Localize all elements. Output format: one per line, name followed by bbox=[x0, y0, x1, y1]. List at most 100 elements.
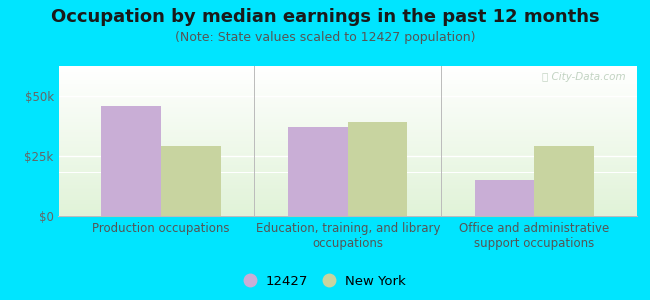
Bar bbox=[58, 200, 637, 201]
Bar bbox=[58, 98, 637, 99]
Bar bbox=[58, 111, 637, 112]
Bar bbox=[58, 196, 637, 198]
Bar bbox=[474, 180, 534, 216]
Bar bbox=[58, 204, 637, 206]
Bar bbox=[58, 201, 637, 202]
Bar bbox=[58, 72, 637, 74]
Bar bbox=[58, 120, 637, 122]
Bar bbox=[58, 92, 637, 93]
Bar bbox=[58, 183, 637, 184]
Bar bbox=[58, 126, 637, 128]
Text: (Note: State values scaled to 12427 population): (Note: State values scaled to 12427 popu… bbox=[175, 32, 475, 44]
Bar bbox=[58, 112, 637, 114]
Bar bbox=[58, 81, 637, 82]
Bar bbox=[534, 146, 594, 216]
Bar bbox=[58, 148, 637, 150]
Bar bbox=[348, 122, 408, 216]
Bar bbox=[58, 138, 637, 140]
Bar bbox=[58, 192, 637, 194]
Bar bbox=[58, 78, 637, 80]
Bar bbox=[58, 76, 637, 78]
Bar bbox=[58, 159, 637, 160]
Bar bbox=[58, 144, 637, 146]
Bar bbox=[58, 142, 637, 144]
Bar bbox=[101, 106, 161, 216]
Bar bbox=[58, 202, 637, 204]
Bar bbox=[58, 169, 637, 171]
Bar bbox=[58, 214, 637, 216]
Text: Ⓡ City-Data.com: Ⓡ City-Data.com bbox=[542, 72, 625, 82]
Bar bbox=[58, 160, 637, 162]
Bar bbox=[58, 178, 637, 180]
Bar bbox=[58, 168, 637, 170]
Bar bbox=[58, 184, 637, 186]
Bar bbox=[58, 136, 637, 138]
Bar bbox=[58, 167, 637, 168]
Bar bbox=[58, 208, 637, 210]
Bar bbox=[161, 146, 221, 216]
Bar bbox=[58, 186, 637, 188]
Bar bbox=[58, 188, 637, 189]
Bar bbox=[58, 171, 637, 172]
Bar bbox=[58, 94, 637, 96]
Bar bbox=[58, 140, 637, 141]
Bar bbox=[58, 88, 637, 90]
Bar bbox=[58, 132, 637, 134]
Bar bbox=[58, 118, 637, 120]
Bar bbox=[58, 146, 637, 147]
Text: Occupation by median earnings in the past 12 months: Occupation by median earnings in the pas… bbox=[51, 8, 599, 26]
Bar bbox=[58, 172, 637, 174]
Bar bbox=[58, 105, 637, 106]
Bar bbox=[58, 154, 637, 156]
Bar bbox=[58, 180, 637, 182]
Bar bbox=[58, 174, 637, 176]
Bar bbox=[58, 164, 637, 165]
Bar bbox=[58, 213, 637, 214]
Bar bbox=[58, 123, 637, 124]
Bar bbox=[58, 85, 637, 87]
Bar bbox=[58, 102, 637, 104]
Bar bbox=[58, 153, 637, 154]
Bar bbox=[58, 195, 637, 196]
Bar bbox=[58, 110, 637, 111]
Bar bbox=[58, 190, 637, 192]
Bar bbox=[58, 117, 637, 118]
Bar bbox=[58, 96, 637, 98]
Bar bbox=[58, 176, 637, 177]
Bar bbox=[58, 130, 637, 132]
Bar bbox=[58, 207, 637, 208]
Bar bbox=[58, 162, 637, 164]
Bar bbox=[58, 135, 637, 136]
Bar bbox=[58, 90, 637, 92]
Bar bbox=[58, 206, 637, 207]
Bar bbox=[58, 165, 637, 166]
Bar bbox=[58, 114, 637, 116]
Bar bbox=[58, 68, 637, 69]
Bar bbox=[58, 93, 637, 94]
Legend: 12427, New York: 12427, New York bbox=[242, 272, 408, 290]
Bar bbox=[58, 87, 637, 88]
Bar bbox=[58, 75, 637, 76]
Bar bbox=[58, 141, 637, 142]
Bar bbox=[58, 128, 637, 129]
Bar bbox=[58, 122, 637, 123]
Bar bbox=[58, 150, 637, 152]
Bar bbox=[58, 66, 637, 68]
Bar bbox=[58, 103, 637, 105]
Bar bbox=[58, 82, 637, 84]
Bar bbox=[58, 84, 637, 86]
Bar bbox=[58, 198, 637, 200]
Bar bbox=[58, 116, 637, 117]
Bar bbox=[58, 134, 637, 135]
Bar bbox=[58, 177, 637, 178]
Bar bbox=[58, 182, 637, 183]
Bar bbox=[58, 212, 637, 213]
Bar bbox=[58, 69, 637, 70]
Bar bbox=[58, 100, 637, 102]
Bar bbox=[58, 74, 637, 75]
Bar bbox=[58, 194, 637, 195]
Bar bbox=[58, 156, 637, 158]
Bar bbox=[58, 108, 637, 110]
Bar bbox=[58, 210, 637, 212]
Bar bbox=[58, 147, 637, 148]
